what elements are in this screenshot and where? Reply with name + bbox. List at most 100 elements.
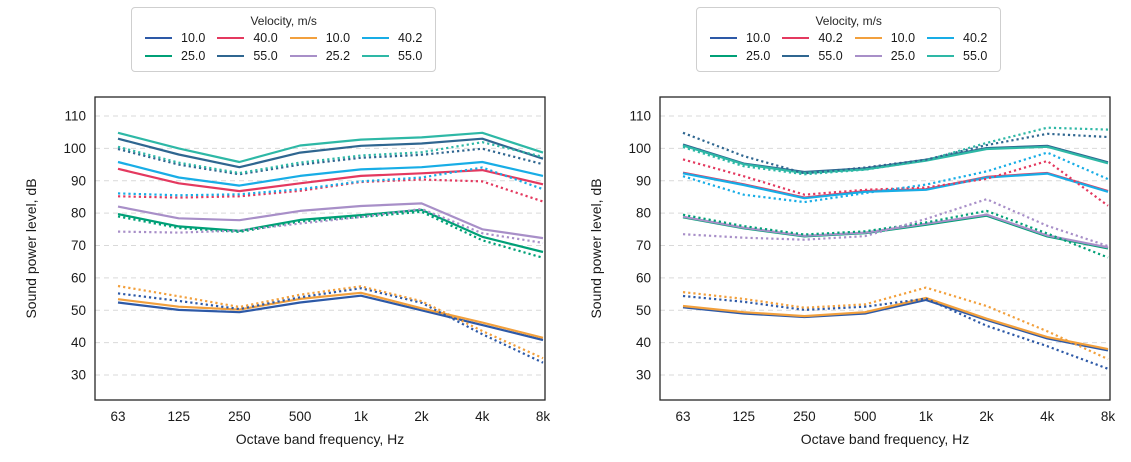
legend-entry-5: 25.2 [289, 49, 351, 63]
legend-label: 25.0 [181, 49, 206, 63]
y-tick-label-80: 80 [636, 206, 651, 221]
legend-label: 25.2 [325, 49, 351, 63]
legend-line-swatch [854, 55, 882, 57]
legend-label: 55.0 [398, 49, 423, 63]
x-tick-label-4k: 4k [1040, 409, 1055, 424]
series-line-solid-40.2-6 [117, 160, 544, 187]
y-tick-label-30: 30 [71, 368, 86, 383]
series-line-solid-10.0-0 [682, 298, 1109, 352]
legend-label: 55.0 [818, 49, 843, 63]
x-tick-label-125: 125 [732, 409, 755, 424]
legend-entry-3: 55.0 [217, 49, 278, 63]
series-line-dotted-55.0-11 [117, 147, 544, 176]
x-tick-label-4k: 4k [475, 409, 490, 424]
series-line-dotted-55.0-15 [117, 141, 544, 175]
series-line-solid-40.2-6 [682, 172, 1109, 200]
y-tick-label-70: 70 [636, 238, 651, 253]
series-line-solid-10.0-4 [117, 291, 544, 339]
legend-label: 40.2 [963, 31, 988, 45]
y-tick-label-110: 110 [64, 109, 86, 124]
legend-line-swatch [362, 37, 390, 39]
legend-label: 55.0 [963, 49, 988, 63]
series-line-dotted-10.0-8 [682, 294, 1109, 370]
series-line-solid-25.0-1 [682, 214, 1109, 250]
y-tick-label-90: 90 [71, 173, 86, 188]
legend-line-swatch [710, 55, 737, 57]
series-line-dotted-40.0-10 [117, 178, 544, 203]
legend-title: Velocity, m/s [815, 14, 882, 28]
series-line-solid-10.0-0 [117, 294, 544, 342]
y-tick-label-100: 100 [63, 141, 86, 156]
x-tick-label-1k: 1k [354, 409, 369, 424]
y-tick-label-40: 40 [636, 335, 651, 350]
legend-label: 40.0 [253, 31, 278, 45]
legend-grid: 10.0 25.0 40.0 55.0 10.0 25.2 40.2 55.0 [145, 31, 422, 63]
legend-line-swatch [289, 37, 317, 39]
legend-entry-6: 40.2 [362, 31, 422, 45]
legend-label: 10.0 [325, 31, 351, 45]
legend-label: 40.2 [398, 31, 423, 45]
y-tick-label-40: 40 [71, 335, 86, 350]
x-tick-label-500: 500 [854, 409, 877, 424]
x-tick-label-500: 500 [289, 409, 312, 424]
line-chart-right: 30 40 50 60 70 80 90 100 110 63 125 250 500 1k 2k 4k 8k O… [588, 96, 1116, 447]
y-tick-label-60: 60 [71, 270, 86, 285]
series-line-dotted-10.0-12 [117, 284, 544, 360]
legend-label: 10.0 [746, 31, 771, 45]
legend-label: 10.0 [181, 31, 206, 45]
legend-entry-4: 10.0 [854, 31, 916, 45]
legend-line-swatch [362, 55, 390, 57]
series-line-dotted-40.2-14 [117, 166, 544, 197]
legend-right: Velocity, m/s 10.0 25.0 40.2 55.0 10.0 25.0 40… [696, 7, 1002, 72]
series-line-solid-25.2-5 [117, 202, 544, 240]
x-tick-label-2k: 2k [414, 409, 429, 424]
chart-panel-left: Velocity, m/s 10.0 25.0 40.0 55.0 10.0 25.2 40… [0, 0, 565, 462]
x-tick-label-63: 63 [675, 409, 690, 424]
legend-label: 25.0 [746, 49, 771, 63]
legend-line-swatch [927, 37, 955, 39]
legend-entry-1: 25.0 [710, 49, 770, 63]
y-tick-label-70: 70 [71, 238, 86, 253]
series-line-dotted-25.2-13 [117, 207, 544, 244]
legend-entry-4: 10.0 [289, 31, 351, 45]
series-line-solid-25.0-5 [682, 213, 1109, 249]
legend-line-swatch [145, 55, 172, 57]
x-tick-label-2k: 2k [979, 409, 994, 424]
series-line-solid-10.0-4 [682, 296, 1109, 351]
legend-line-swatch [217, 55, 245, 57]
x-tick-label-125: 125 [167, 409, 190, 424]
series-line-dotted-40.2-10 [682, 158, 1109, 207]
legend-entry-0: 10.0 [145, 31, 205, 45]
legend-label: 25.0 [890, 49, 916, 63]
legend-label: 55.0 [253, 49, 278, 63]
x-tick-label-8k: 8k [1101, 409, 1116, 424]
x-tick-label-8k: 8k [536, 409, 551, 424]
legend-line-swatch [782, 37, 810, 39]
legend-entry-3: 55.0 [782, 49, 843, 63]
legend-line-swatch [782, 55, 810, 57]
series-line-solid-55.0-7 [682, 144, 1109, 175]
x-axis-label: Octave band frequency, Hz [801, 431, 970, 447]
x-tick-label-63: 63 [110, 409, 125, 424]
legend-label: 10.0 [890, 31, 916, 45]
plot-border [94, 96, 546, 401]
series-line-dotted-10.0-12 [682, 286, 1109, 361]
legend-grid: 10.0 25.0 40.2 55.0 10.0 25.0 40.2 55.0 [710, 31, 987, 63]
legend-entry-2: 40.2 [782, 31, 843, 45]
legend-entry-0: 10.0 [710, 31, 770, 45]
series-line-dotted-25.0-13 [682, 198, 1109, 248]
legend-entry-6: 40.2 [927, 31, 987, 45]
legend-title: Velocity, m/s [250, 14, 317, 28]
legend-entry-1: 25.0 [145, 49, 205, 63]
series-line-dotted-55.0-11 [682, 131, 1109, 175]
y-tick-label-90: 90 [636, 173, 651, 188]
x-tick-label-250: 250 [228, 409, 251, 424]
legend-line-swatch [710, 37, 737, 39]
series-line-dotted-10.0-8 [117, 287, 544, 364]
legend-entry-2: 40.0 [217, 31, 278, 45]
series-line-solid-55.0-7 [117, 131, 544, 164]
line-chart-left: 30 40 50 60 70 80 90 100 110 63 125 250 500 1k 2k 4k 8k O… [23, 96, 551, 447]
plot-border [659, 96, 1111, 401]
series-line-solid-40.0-2 [117, 167, 544, 193]
